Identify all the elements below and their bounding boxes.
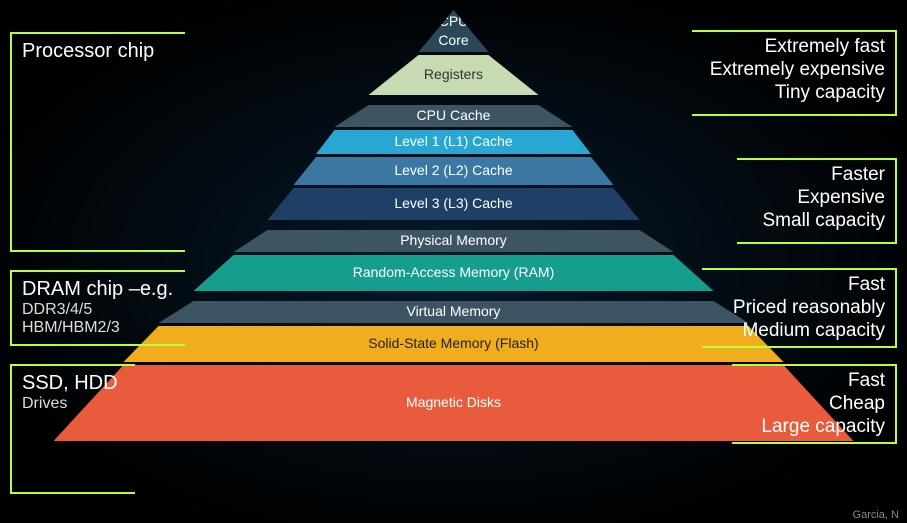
pyramid-layer-label: Physical Memory — [400, 231, 507, 250]
pyramid-layer-6: Physical Memory — [234, 230, 674, 252]
pyramid-layer-label: Random-Access Memory (RAM) — [353, 263, 554, 282]
pyramid-layer-label: CPU Cache — [417, 106, 491, 125]
pyramid-layer-1: Registers — [369, 55, 539, 95]
right-annotation-3: FastCheapLarge capacity — [732, 364, 897, 444]
pyramid-layer-label: Level 1 (L1) Cache — [394, 132, 512, 151]
right-annotation-line: Medium capacity — [708, 320, 885, 343]
left-annotation-title: SSD, HDD — [22, 372, 129, 395]
right-annotation-line: Fast — [738, 370, 885, 393]
right-annotation-line: Large capacity — [738, 416, 885, 439]
right-annotation-line: Small capacity — [743, 210, 885, 233]
right-annotation-0: Extremely fastExtremely expensiveTiny ca… — [692, 30, 897, 116]
right-annotation-line: Cheap — [738, 393, 885, 416]
right-annotation-2: FastPriced reasonablyMedium capacity — [702, 268, 897, 348]
right-annotation-line: Fast — [708, 274, 885, 297]
pyramid-layer-5: Level 3 (L3) Cache — [268, 188, 640, 220]
pyramid-layer-label: Magnetic Disks — [406, 393, 501, 412]
pyramid-layer-4: Level 2 (L2) Cache — [294, 157, 614, 185]
left-annotation-1: DRAM chip –e.g.DDR3/4/5HBM/HBM2/3 — [10, 270, 185, 346]
pyramid-layer-2: CPU Cache — [335, 105, 573, 127]
left-annotation-title: Processor chip — [22, 40, 179, 63]
pyramid-layer-label: Solid-State Memory (Flash) — [368, 334, 538, 353]
pyramid-layer-9: Solid-State Memory (Flash) — [124, 326, 784, 362]
right-annotation-line: Priced reasonably — [708, 297, 885, 320]
right-annotation-line: Faster — [743, 164, 885, 187]
pyramid-layer-label: CPU — [439, 12, 469, 31]
pyramid-layer-label: Level 2 (L2) Cache — [394, 161, 512, 180]
pyramid-layer-label: Registers — [424, 65, 483, 84]
pyramid-layer-3: Level 1 (L1) Cache — [316, 130, 591, 154]
pyramid-layer-label: Virtual Memory — [407, 302, 501, 321]
left-annotation-2: SSD, HDDDrives — [10, 364, 135, 494]
left-annotation-sub: Drives — [22, 395, 129, 413]
pyramid-layer-label: Level 3 (L3) Cache — [394, 194, 512, 213]
left-annotation-sub: DDR3/4/5 — [22, 301, 179, 319]
credit-text: Garcia, N — [853, 509, 899, 521]
left-annotation-sub: HBM/HBM2/3 — [22, 319, 179, 337]
right-annotation-line: Extremely fast — [698, 36, 885, 59]
left-annotation-title: DRAM chip –e.g. — [22, 278, 179, 301]
right-annotation-line: Extremely expensive — [698, 59, 885, 82]
pyramid-layer-0: CPUCore — [419, 10, 489, 52]
right-annotation-1: FasterExpensiveSmall capacity — [737, 158, 897, 244]
pyramid-layer-7: Random-Access Memory (RAM) — [194, 255, 714, 291]
right-annotation-line: Tiny capacity — [698, 82, 885, 105]
left-annotation-0: Processor chip — [10, 32, 185, 252]
pyramid-layer-label: Core — [438, 31, 468, 50]
right-annotation-line: Expensive — [743, 187, 885, 210]
pyramid-layer-8: Virtual Memory — [159, 301, 749, 323]
